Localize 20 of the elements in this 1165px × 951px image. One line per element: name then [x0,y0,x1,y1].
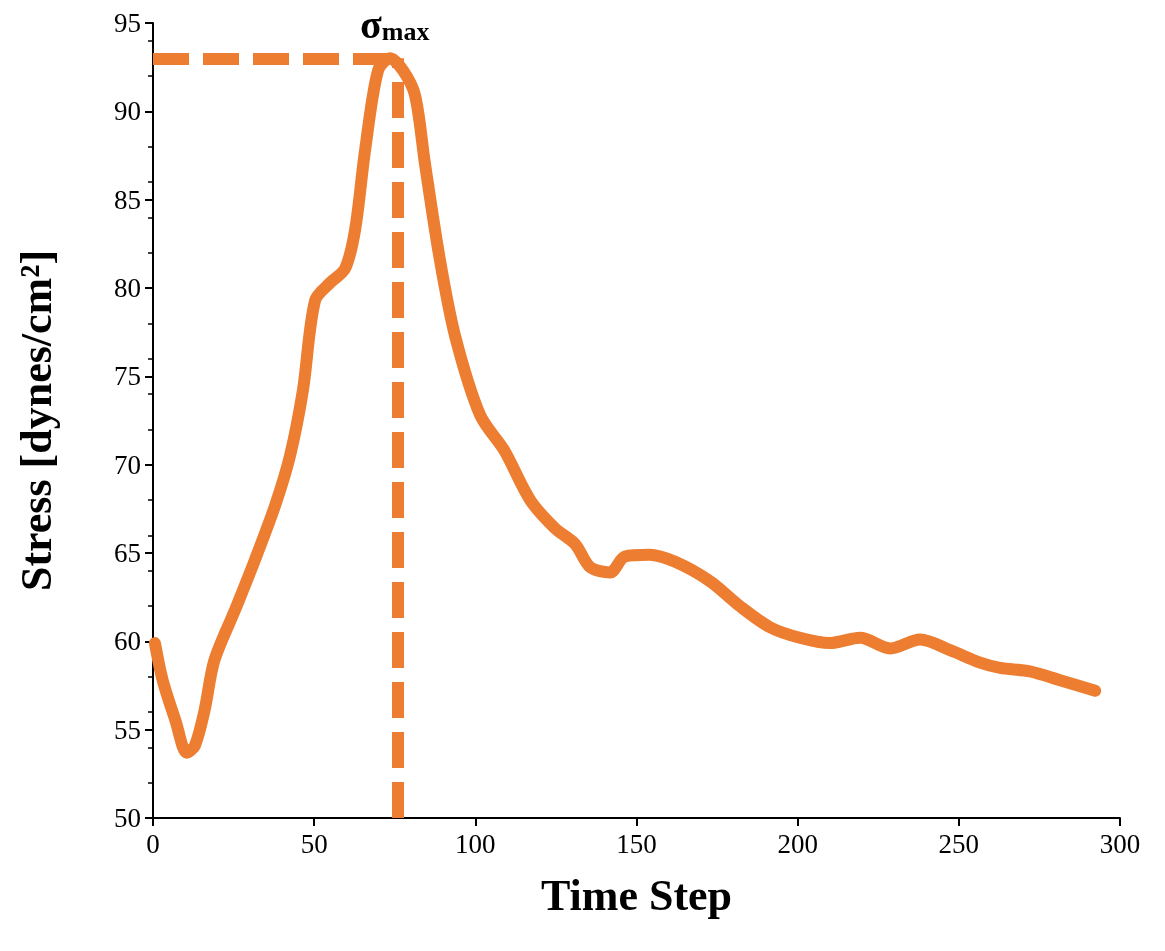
y-tick-label: 75 [114,361,141,392]
y-tick-label: 90 [114,96,141,127]
x-axis-title: Time Step [540,870,733,920]
annotation: σmax [360,1,430,47]
x-tick-label: 0 [146,828,160,859]
x-tick-label: 150 [616,828,657,859]
x-tick-label: 250 [938,828,980,859]
y-tick-label: 70 [114,449,141,480]
y-tick-label: 65 [114,538,141,568]
y-axis-title: Stress [dynes/cm²] [11,249,61,592]
y-tick-label: 80 [114,273,141,303]
x-tick-label: 300 [1099,828,1141,859]
y-tick-label: 85 [114,184,141,215]
x-tick-label: 50 [300,828,328,859]
y-tick-label: 55 [114,714,141,745]
x-tick-label: 200 [777,828,818,859]
y-tick-label: 50 [114,803,141,833]
y-tick-label: 95 [114,8,141,38]
x-tick-label: 100 [455,828,496,859]
y-tick-label: 60 [114,626,141,657]
